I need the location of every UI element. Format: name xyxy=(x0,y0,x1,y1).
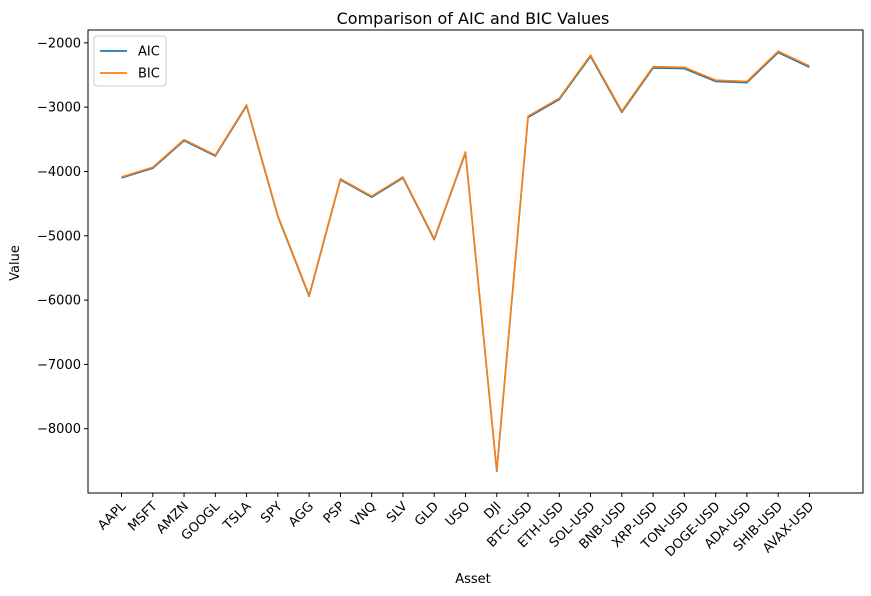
y-tick-label: −7000 xyxy=(37,358,81,373)
y-tick-label: −6000 xyxy=(37,294,81,309)
x-tick-label: DJI xyxy=(481,499,504,522)
series-line-aic xyxy=(121,51,810,472)
x-tick-label: PSP xyxy=(321,499,349,527)
x-tick-label: TSLA xyxy=(220,499,254,533)
y-axis-label: Value xyxy=(8,245,23,281)
series-lines xyxy=(121,50,810,472)
y-tick-label: −2000 xyxy=(37,36,81,51)
series-line-bic xyxy=(121,50,810,471)
x-tick-label: USO xyxy=(443,499,473,529)
y-tick-label: −8000 xyxy=(37,422,81,437)
x-tick-label: AGG xyxy=(286,499,317,530)
legend: AIC BIC xyxy=(93,35,167,87)
y-axis: −8000 −7000 −6000 −5000 −4000 −3000 −2000 xyxy=(37,36,88,437)
x-axis-label: Asset xyxy=(455,572,491,587)
legend-label-bic: BIC xyxy=(138,67,160,82)
x-tick-label: VNQ xyxy=(348,499,379,530)
legend-label-aic: AIC xyxy=(138,45,160,60)
y-tick-label: −4000 xyxy=(37,165,81,180)
plot-area xyxy=(87,29,864,494)
y-tick-label: −3000 xyxy=(37,101,81,116)
y-tick-label: −5000 xyxy=(37,229,81,244)
x-tick-label: SPY xyxy=(258,499,285,526)
chart-title: Comparison of AIC and BIC Values xyxy=(337,9,610,28)
x-tick-label: AAPL xyxy=(95,499,130,534)
x-tick-label: GLD xyxy=(412,499,442,529)
x-tick-label: SLV xyxy=(384,499,411,526)
